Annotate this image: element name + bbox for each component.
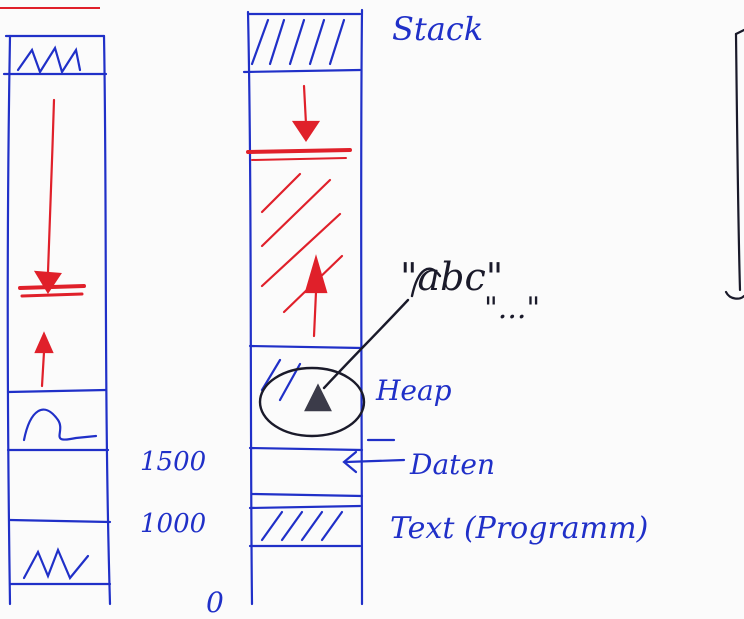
middle-memory-column: [242, 8, 364, 606]
address-1000: 1000: [140, 509, 206, 539]
daten-label: Daten: [409, 448, 495, 481]
heap-label: Heap: [375, 374, 452, 407]
left-column-red-marks: [18, 98, 86, 388]
address-1500: 1500: [140, 447, 206, 477]
address-0: 0: [206, 586, 224, 619]
stack-label: Stack: [392, 10, 483, 48]
string-abc-label: "abc": [400, 255, 503, 299]
daten-arrow: [342, 450, 406, 474]
text-programm-label: Text (Programm): [390, 511, 648, 546]
right-partial-column: [724, 28, 744, 300]
string-dots-label: "...": [484, 291, 540, 326]
heap-object-circle: [258, 267, 442, 438]
middle-column-red-marks: [246, 84, 352, 338]
left-memory-column: [2, 34, 112, 606]
